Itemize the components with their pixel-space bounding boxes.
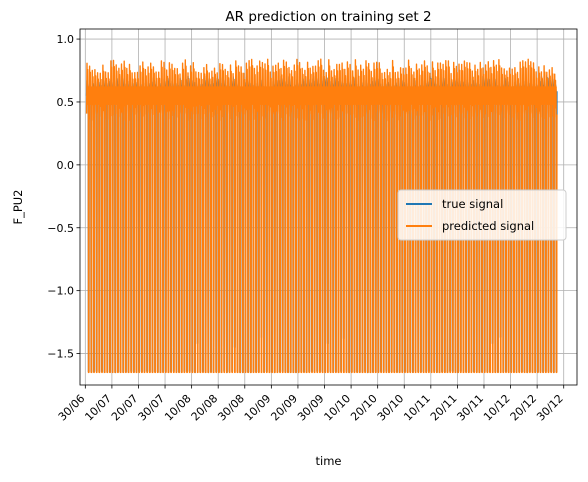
legend-label-predicted-signal: predicted signal: [442, 219, 534, 233]
chart-title: AR prediction on training set 2: [225, 9, 431, 25]
y-tick-label: 0.0: [57, 159, 75, 172]
x-axis-label: time: [316, 454, 342, 468]
y-tick-label: −0.5: [47, 222, 74, 235]
legend: true signal predicted signal: [397, 189, 567, 241]
plot-frame: [79, 28, 578, 386]
y-tick-label: −1.5: [47, 348, 74, 361]
y-axis-label: F_PU2: [11, 189, 25, 224]
y-tick-label: 0.5: [57, 96, 75, 109]
y-tick-label: −1.0: [47, 285, 74, 298]
legend-box: [397, 189, 567, 241]
legend-label-true-signal: true signal: [442, 197, 503, 211]
y-tick-label: 1.0: [57, 33, 75, 46]
series-line-predicted-signal: [85, 58, 558, 374]
series-layer: [85, 58, 558, 374]
